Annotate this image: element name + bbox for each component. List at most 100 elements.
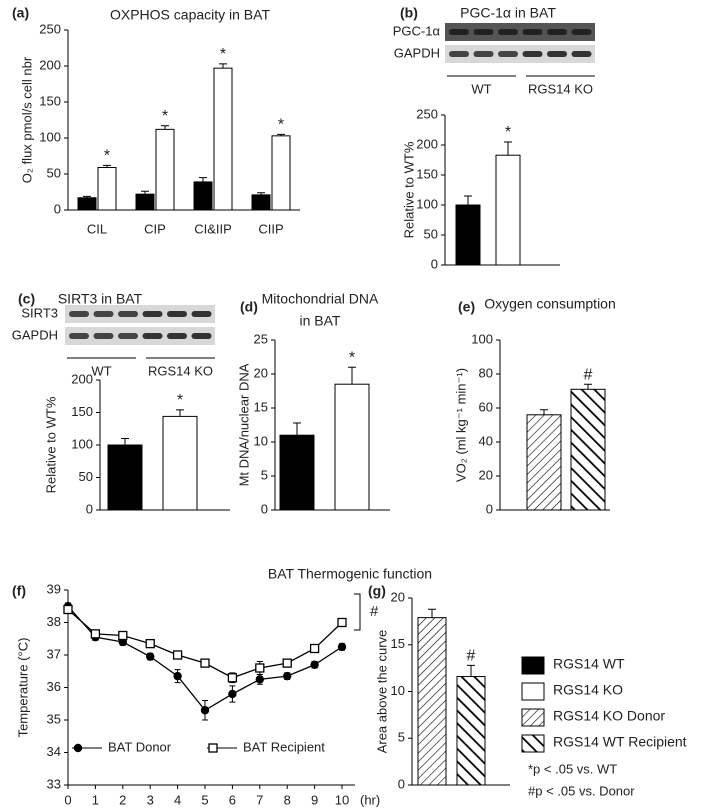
blot-band [522, 51, 543, 57]
significance-label: * [278, 117, 284, 134]
blot-row-label: GAPDH [394, 45, 440, 60]
y-tick-label: 15 [391, 636, 405, 651]
y-axis-label: Temperature (°C) [15, 638, 30, 738]
error-bar [428, 608, 436, 618]
legend-label: RGS14 WT Recipient [553, 734, 687, 750]
marker [172, 650, 183, 660]
y-tick-label: 5 [398, 730, 405, 745]
bar [77, 197, 97, 211]
error-bar [467, 664, 475, 677]
panel-label: (f) [12, 583, 26, 599]
marker [309, 643, 320, 654]
bracket [354, 593, 361, 631]
blot-row-label: GAPDH [12, 327, 58, 342]
error-bar [199, 177, 207, 182]
bar [417, 617, 447, 786]
marker [90, 629, 101, 639]
y-tick-label: 40 [479, 433, 493, 448]
error-bar [83, 195, 91, 198]
y-tick-label: 38 [47, 614, 61, 629]
legend-swatch [521, 682, 545, 701]
error-bar [161, 125, 169, 130]
x-tick-label: 2 [119, 792, 126, 807]
legend-swatch [521, 734, 545, 753]
blot-group-label: RGS14 KO [528, 81, 593, 96]
marker [200, 658, 210, 668]
y-tick-label: 0 [86, 501, 93, 516]
error-bar [540, 409, 548, 415]
y-tick-label: 20 [391, 589, 405, 604]
y-tick-label: 250 [416, 106, 438, 121]
legend-label: BAT Donor [108, 739, 172, 754]
blot-band [473, 29, 494, 35]
y-tick-label: 150 [39, 93, 61, 108]
x-tick-label: 6 [229, 792, 236, 807]
x-tick-label: CI&IIP [194, 221, 232, 236]
significance-label: * [162, 108, 168, 125]
y-tick-label: 35 [47, 711, 61, 726]
panel-label: (c) [18, 291, 35, 307]
blot-band [167, 333, 187, 339]
y-tick-label: 10 [391, 683, 405, 698]
y-tick-label: 20 [254, 365, 268, 380]
y-tick-label: 20 [479, 467, 493, 482]
blot-band [69, 311, 89, 317]
x-tick-label: 1 [92, 792, 99, 807]
bar [213, 67, 233, 211]
bar [251, 194, 271, 211]
error-bar [103, 164, 111, 168]
legend-note: *p < .05 vs. WT [528, 761, 617, 776]
y-axis-label: Mt DNA/nuclear DNA [236, 363, 251, 486]
blot-strip [65, 305, 215, 323]
blot-band [473, 51, 494, 57]
blot-band [449, 29, 469, 35]
y-tick-label: 100 [471, 331, 493, 346]
significance-label: # [467, 648, 476, 665]
error-bar [584, 383, 592, 390]
y-tick-label: 200 [39, 57, 61, 72]
x-tick-label: 9 [311, 792, 318, 807]
blot-band [93, 333, 114, 339]
marker [310, 660, 319, 669]
blot-row-label: SIRT3 [21, 305, 58, 320]
error-bar [277, 133, 285, 136]
y-tick-label: 0 [486, 501, 493, 516]
y-tick-label: 34 [47, 744, 61, 759]
error-bar [141, 190, 149, 195]
x-tick-label: CIL [87, 221, 107, 236]
y-axis-label: Area above the curve [374, 630, 389, 754]
chart-title: SIRT3 in BAT [58, 291, 143, 307]
blot-band [571, 29, 592, 35]
y-tick-label: 36 [47, 679, 61, 694]
x-tick-label: 8 [284, 792, 291, 807]
bar [570, 388, 606, 511]
bar [526, 414, 562, 511]
legend-swatch [521, 708, 545, 727]
x-tick-label: 5 [201, 792, 208, 807]
bar [455, 204, 481, 266]
x-tick-label: 0 [64, 792, 71, 807]
blot-band [118, 333, 138, 339]
panel-label: (d) [240, 299, 258, 315]
bar [456, 676, 486, 786]
chart-title: PGC-1α in BAT [460, 5, 556, 21]
blot-band [547, 51, 567, 57]
chart-title: OXPHOS capacity in BAT [110, 7, 270, 23]
legend-label: RGS14 KO [553, 682, 623, 698]
error-bar [257, 192, 265, 195]
y-tick-label: 100 [71, 436, 93, 451]
bar [162, 415, 198, 511]
line [67, 605, 343, 712]
panel-label: (e) [458, 299, 475, 315]
y-tick-label: 100 [416, 196, 438, 211]
bar [135, 193, 155, 211]
marker [283, 671, 292, 681]
x-tick-label: 10 [335, 792, 349, 807]
blot-band [571, 51, 592, 57]
bar [97, 167, 117, 211]
blot-band [69, 333, 89, 339]
blot-band [522, 29, 543, 35]
y-tick-label: 15 [254, 399, 268, 414]
marker [337, 617, 347, 628]
y-tick-label: 0 [431, 256, 438, 271]
